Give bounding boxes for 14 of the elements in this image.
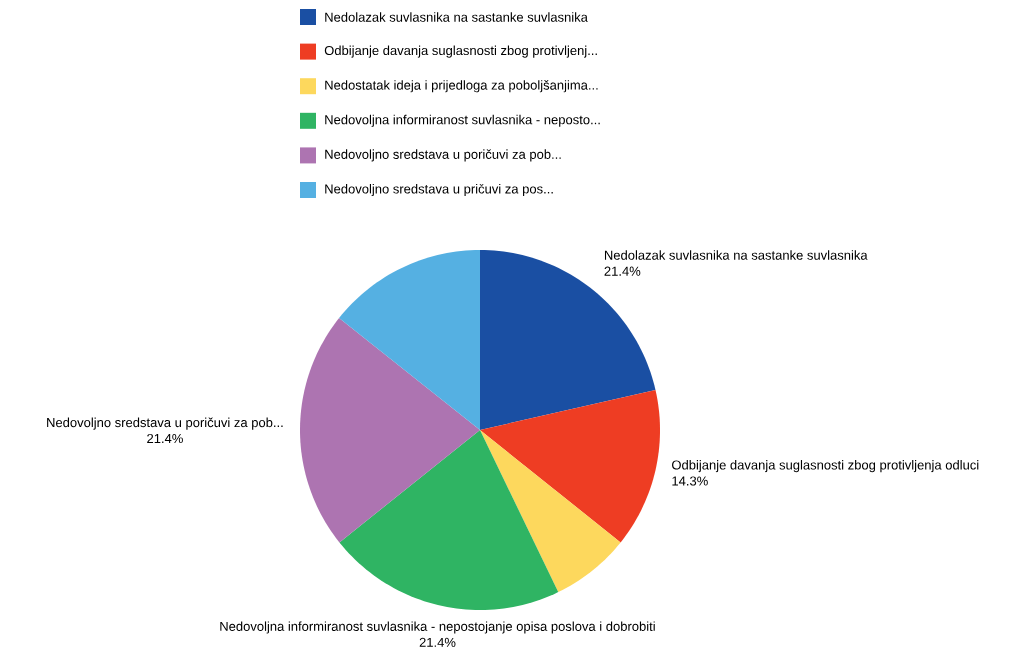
legend-label: Nedovoljno sredstava u poričuvi za pob... [325, 149, 561, 162]
text: Nedovoljno sredstava u poričuvi za pob... [47, 417, 283, 430]
data-label: 21.4% [604, 266, 641, 276]
data-label: 21.4% [147, 433, 183, 444]
legend-label: Nedostatak ideja i prijedloga za poboljšanjima... [325, 80, 598, 93]
text: Nedovoljna informiranost suvlasnika - nepostojanje opisa poslova i dobrobiti [220, 621, 655, 634]
data-label: 21.4% [419, 637, 456, 647]
legend-label: Nedolazak suvlasnika na sastanke suvlasnika [325, 12, 588, 22]
legend-label: Odbijanje davanja suglasnosti zbog protivljenj... [324, 45, 597, 58]
legend-label: Nedovoljna informiranost suvlasnika - neposto... [325, 114, 600, 127]
text: Odbijanje davanja suglasnosti zbog protivljenja odluci [672, 460, 979, 473]
data-label: 14.3% [672, 476, 708, 486]
legend-label: Nedovoljno sredstava u pričuvi za pos... [325, 183, 553, 197]
text: Nedolazak suvlasnika na sastanke suvlasnika [604, 250, 868, 260]
